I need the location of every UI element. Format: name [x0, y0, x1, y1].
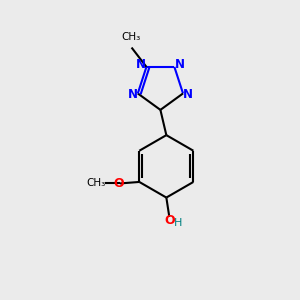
Text: N: N — [175, 58, 185, 71]
Text: O: O — [114, 177, 124, 190]
Text: CH₃: CH₃ — [87, 178, 106, 188]
Text: N: N — [136, 58, 146, 71]
Text: H: H — [173, 218, 182, 228]
Text: CH₃: CH₃ — [121, 32, 141, 42]
Text: O: O — [164, 214, 175, 227]
Text: N: N — [183, 88, 194, 101]
Text: N: N — [128, 88, 137, 101]
